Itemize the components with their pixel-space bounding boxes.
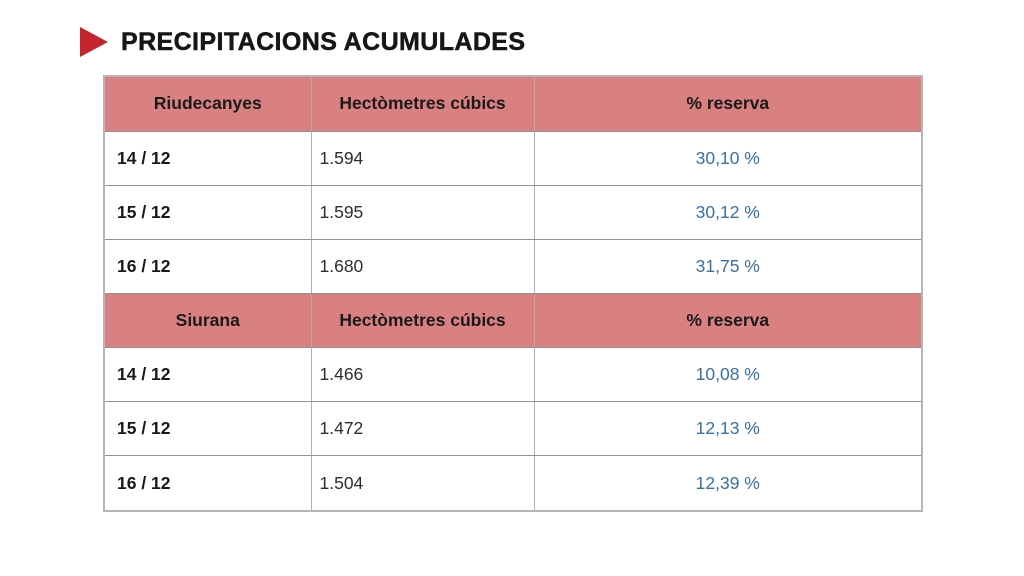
right-triangle-icon [80,27,108,57]
table-row: 14 / 12 1.594 30,10 % [103,130,923,186]
date-cell: 16 / 12 [103,455,312,512]
volume-cell: 1.472 [310,401,535,457]
volume-column-header: Hectòmetres cúbics [310,292,535,349]
date-cell: 16 / 12 [103,238,312,294]
reserve-column-header: % reserva [533,292,923,349]
date-cell: 14 / 12 [103,130,312,186]
section-name-header: Siurana [103,292,312,349]
table-row: 15 / 12 1.595 30,12 % [103,184,923,240]
section-header-siurana: Siurana Hectòmetres cúbics % reserva [103,292,923,349]
volume-cell: 1.595 [310,184,535,240]
date-cell: 15 / 12 [103,184,312,240]
page-title: PRECIPITACIONS ACUMULADES [121,27,526,56]
reserve-cell: 12,13 % [533,401,923,457]
reserve-cell: 30,12 % [533,184,923,240]
volume-column-header: Hectòmetres cúbics [310,75,535,132]
volume-cell: 1.680 [310,238,535,294]
section-header-riudecanyes: Riudecanyes Hectòmetres cúbics % reserva [103,75,923,132]
volume-cell: 1.466 [310,347,535,403]
table-row: 15 / 12 1.472 12,13 % [103,401,923,457]
volume-cell: 1.504 [310,455,535,512]
volume-cell: 1.594 [310,130,535,186]
reserve-cell: 31,75 % [533,238,923,294]
reserve-cell: 10,08 % [533,347,923,403]
table-row: 16 / 12 1.680 31,75 % [103,238,923,294]
reserve-column-header: % reserva [533,75,923,132]
reservoir-table: Riudecanyes Hectòmetres cúbics % reserva… [103,75,923,512]
reserve-cell: 30,10 % [533,130,923,186]
table-row: 14 / 12 1.466 10,08 % [103,347,923,403]
title-row: PRECIPITACIONS ACUMULADES [80,27,525,57]
reserve-cell: 12,39 % [533,455,923,512]
table-row: 16 / 12 1.504 12,39 % [103,455,923,512]
section-name-header: Riudecanyes [103,75,312,132]
date-cell: 14 / 12 [103,347,312,403]
date-cell: 15 / 12 [103,401,312,457]
